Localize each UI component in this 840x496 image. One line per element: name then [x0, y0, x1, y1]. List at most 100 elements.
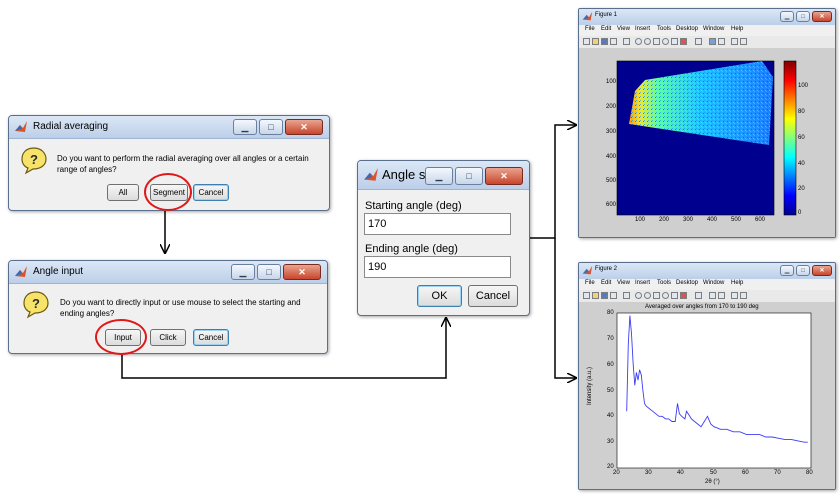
- pointer-icon[interactable]: [623, 292, 630, 299]
- cancel-button[interactable]: Cancel: [468, 285, 518, 307]
- maximize-button[interactable]: □: [796, 11, 810, 22]
- segment-highlight-ring: [144, 173, 192, 211]
- save-icon[interactable]: [601, 38, 608, 45]
- x-tick: 70: [774, 470, 781, 476]
- maximize-button[interactable]: □: [259, 119, 283, 135]
- new-figure-icon[interactable]: [583, 292, 590, 299]
- colorbar-tick: 20: [798, 186, 805, 192]
- x-tick: 40: [677, 470, 684, 476]
- data-cursor-icon[interactable]: [671, 38, 678, 45]
- menu-help[interactable]: Help: [731, 26, 744, 32]
- ending-angle-input[interactable]: 190: [364, 256, 511, 278]
- x-tick: 600: [755, 217, 766, 223]
- figure-title: Figure 2: [595, 266, 618, 272]
- menu-edit[interactable]: Edit: [601, 280, 612, 286]
- zoom-out-icon[interactable]: [644, 292, 651, 299]
- close-button[interactable]: ✕: [285, 119, 323, 135]
- close-button[interactable]: ✕: [283, 264, 321, 280]
- show-plot-tools-icon[interactable]: [740, 38, 747, 45]
- minimize-button[interactable]: ▁: [425, 167, 453, 185]
- menu-edit[interactable]: Edit: [601, 26, 612, 32]
- title-bar[interactable]: Figure 1 ▁ □ ✕: [579, 9, 835, 26]
- pointer-icon[interactable]: [623, 38, 630, 45]
- close-button[interactable]: ✕: [812, 265, 832, 276]
- hide-plot-tools-icon[interactable]: [731, 292, 738, 299]
- rotate-icon[interactable]: [662, 292, 669, 299]
- figure1-window: Figure 1 ▁ □ ✕ File Edit View Insert Too…: [578, 8, 836, 238]
- menu-help[interactable]: Help: [731, 280, 744, 286]
- y-tick: 100: [606, 79, 617, 85]
- link-icon[interactable]: [695, 38, 702, 45]
- close-button[interactable]: ✕: [812, 11, 832, 22]
- maximize-button[interactable]: □: [257, 264, 281, 280]
- matlab-logo-icon: [582, 265, 593, 275]
- question-icon: ?: [23, 291, 49, 319]
- minimize-button[interactable]: ▁: [780, 265, 794, 276]
- question-icon: ?: [21, 147, 47, 175]
- menu-desktop[interactable]: Desktop: [676, 280, 699, 286]
- maximize-button[interactable]: □: [455, 167, 483, 185]
- colorbar-toggle-icon[interactable]: [709, 292, 716, 299]
- open-file-icon[interactable]: [592, 292, 599, 299]
- print-icon[interactable]: [610, 292, 617, 299]
- starting-angle-input[interactable]: 170: [364, 213, 511, 235]
- line-plot[interactable]: [579, 303, 835, 489]
- title-bar[interactable]: Figure 2 ▁ □ ✕: [579, 263, 835, 280]
- menu-view[interactable]: View: [617, 280, 630, 286]
- colorbar-toggle-icon[interactable]: [709, 38, 716, 45]
- menu-insert[interactable]: Insert: [635, 280, 651, 286]
- cancel-button[interactable]: Cancel: [193, 329, 229, 346]
- open-file-icon[interactable]: [592, 38, 599, 45]
- dialog-title: Radial averaging: [33, 121, 109, 132]
- menu-tools[interactable]: Tools: [657, 280, 672, 286]
- pan-icon[interactable]: [653, 38, 660, 45]
- pan-icon[interactable]: [653, 292, 660, 299]
- rotate-icon[interactable]: [662, 38, 669, 45]
- y-tick: 40: [607, 413, 614, 419]
- title-bar[interactable]: Radial averaging ▁ □ ✕: [9, 116, 329, 139]
- close-icon: ✕: [500, 170, 508, 181]
- menu-tools[interactable]: Tools: [657, 26, 672, 32]
- print-icon[interactable]: [610, 38, 617, 45]
- zoom-in-icon[interactable]: [635, 292, 642, 299]
- legend-toggle-icon[interactable]: [718, 38, 725, 45]
- zoom-in-icon[interactable]: [635, 38, 642, 45]
- maximize-button[interactable]: □: [796, 265, 810, 276]
- minimize-button[interactable]: ▁: [233, 119, 257, 135]
- menu-bar: File Edit View Insert Tools Desktop Wind…: [579, 25, 835, 36]
- brush-icon[interactable]: [680, 38, 687, 45]
- legend-toggle-icon[interactable]: [718, 292, 725, 299]
- menu-window[interactable]: Window: [703, 26, 725, 32]
- ok-button[interactable]: OK: [417, 285, 462, 307]
- link-icon[interactable]: [695, 292, 702, 299]
- y-tick: 300: [606, 129, 617, 135]
- series-line-0: [626, 315, 808, 443]
- data-cursor-icon[interactable]: [671, 292, 678, 299]
- brush-icon[interactable]: [680, 292, 687, 299]
- image-plot[interactable]: [579, 49, 835, 237]
- menu-file[interactable]: File: [585, 26, 595, 32]
- all-button[interactable]: All: [107, 184, 139, 201]
- menu-file[interactable]: File: [585, 280, 595, 286]
- minimize-button[interactable]: ▁: [231, 264, 255, 280]
- click-button[interactable]: Click: [150, 329, 186, 346]
- menu-window[interactable]: Window: [703, 280, 725, 286]
- hide-plot-tools-icon[interactable]: [731, 38, 738, 45]
- save-icon[interactable]: [601, 292, 608, 299]
- maximize-icon: □: [268, 122, 274, 132]
- title-bar[interactable]: Angle s... ▁ □ ✕: [358, 161, 529, 190]
- show-plot-tools-icon[interactable]: [740, 292, 747, 299]
- menu-view[interactable]: View: [617, 26, 630, 32]
- angle-input-dialog: Angle input ▁ □ ✕ ? Do you want to direc…: [8, 260, 328, 354]
- matlab-logo-icon: [582, 11, 593, 21]
- angle-select-dialog: Angle s... ▁ □ ✕ Starting angle (deg) 17…: [357, 160, 530, 316]
- close-button[interactable]: ✕: [485, 167, 523, 185]
- menu-insert[interactable]: Insert: [635, 26, 651, 32]
- zoom-out-icon[interactable]: [644, 38, 651, 45]
- menu-desktop[interactable]: Desktop: [676, 26, 699, 32]
- title-bar[interactable]: Angle input ▁ □ ✕: [9, 261, 327, 284]
- new-figure-icon[interactable]: [583, 38, 590, 45]
- minimize-button[interactable]: ▁: [780, 11, 794, 22]
- cancel-button[interactable]: Cancel: [193, 184, 229, 201]
- y-tick: 80: [607, 310, 614, 316]
